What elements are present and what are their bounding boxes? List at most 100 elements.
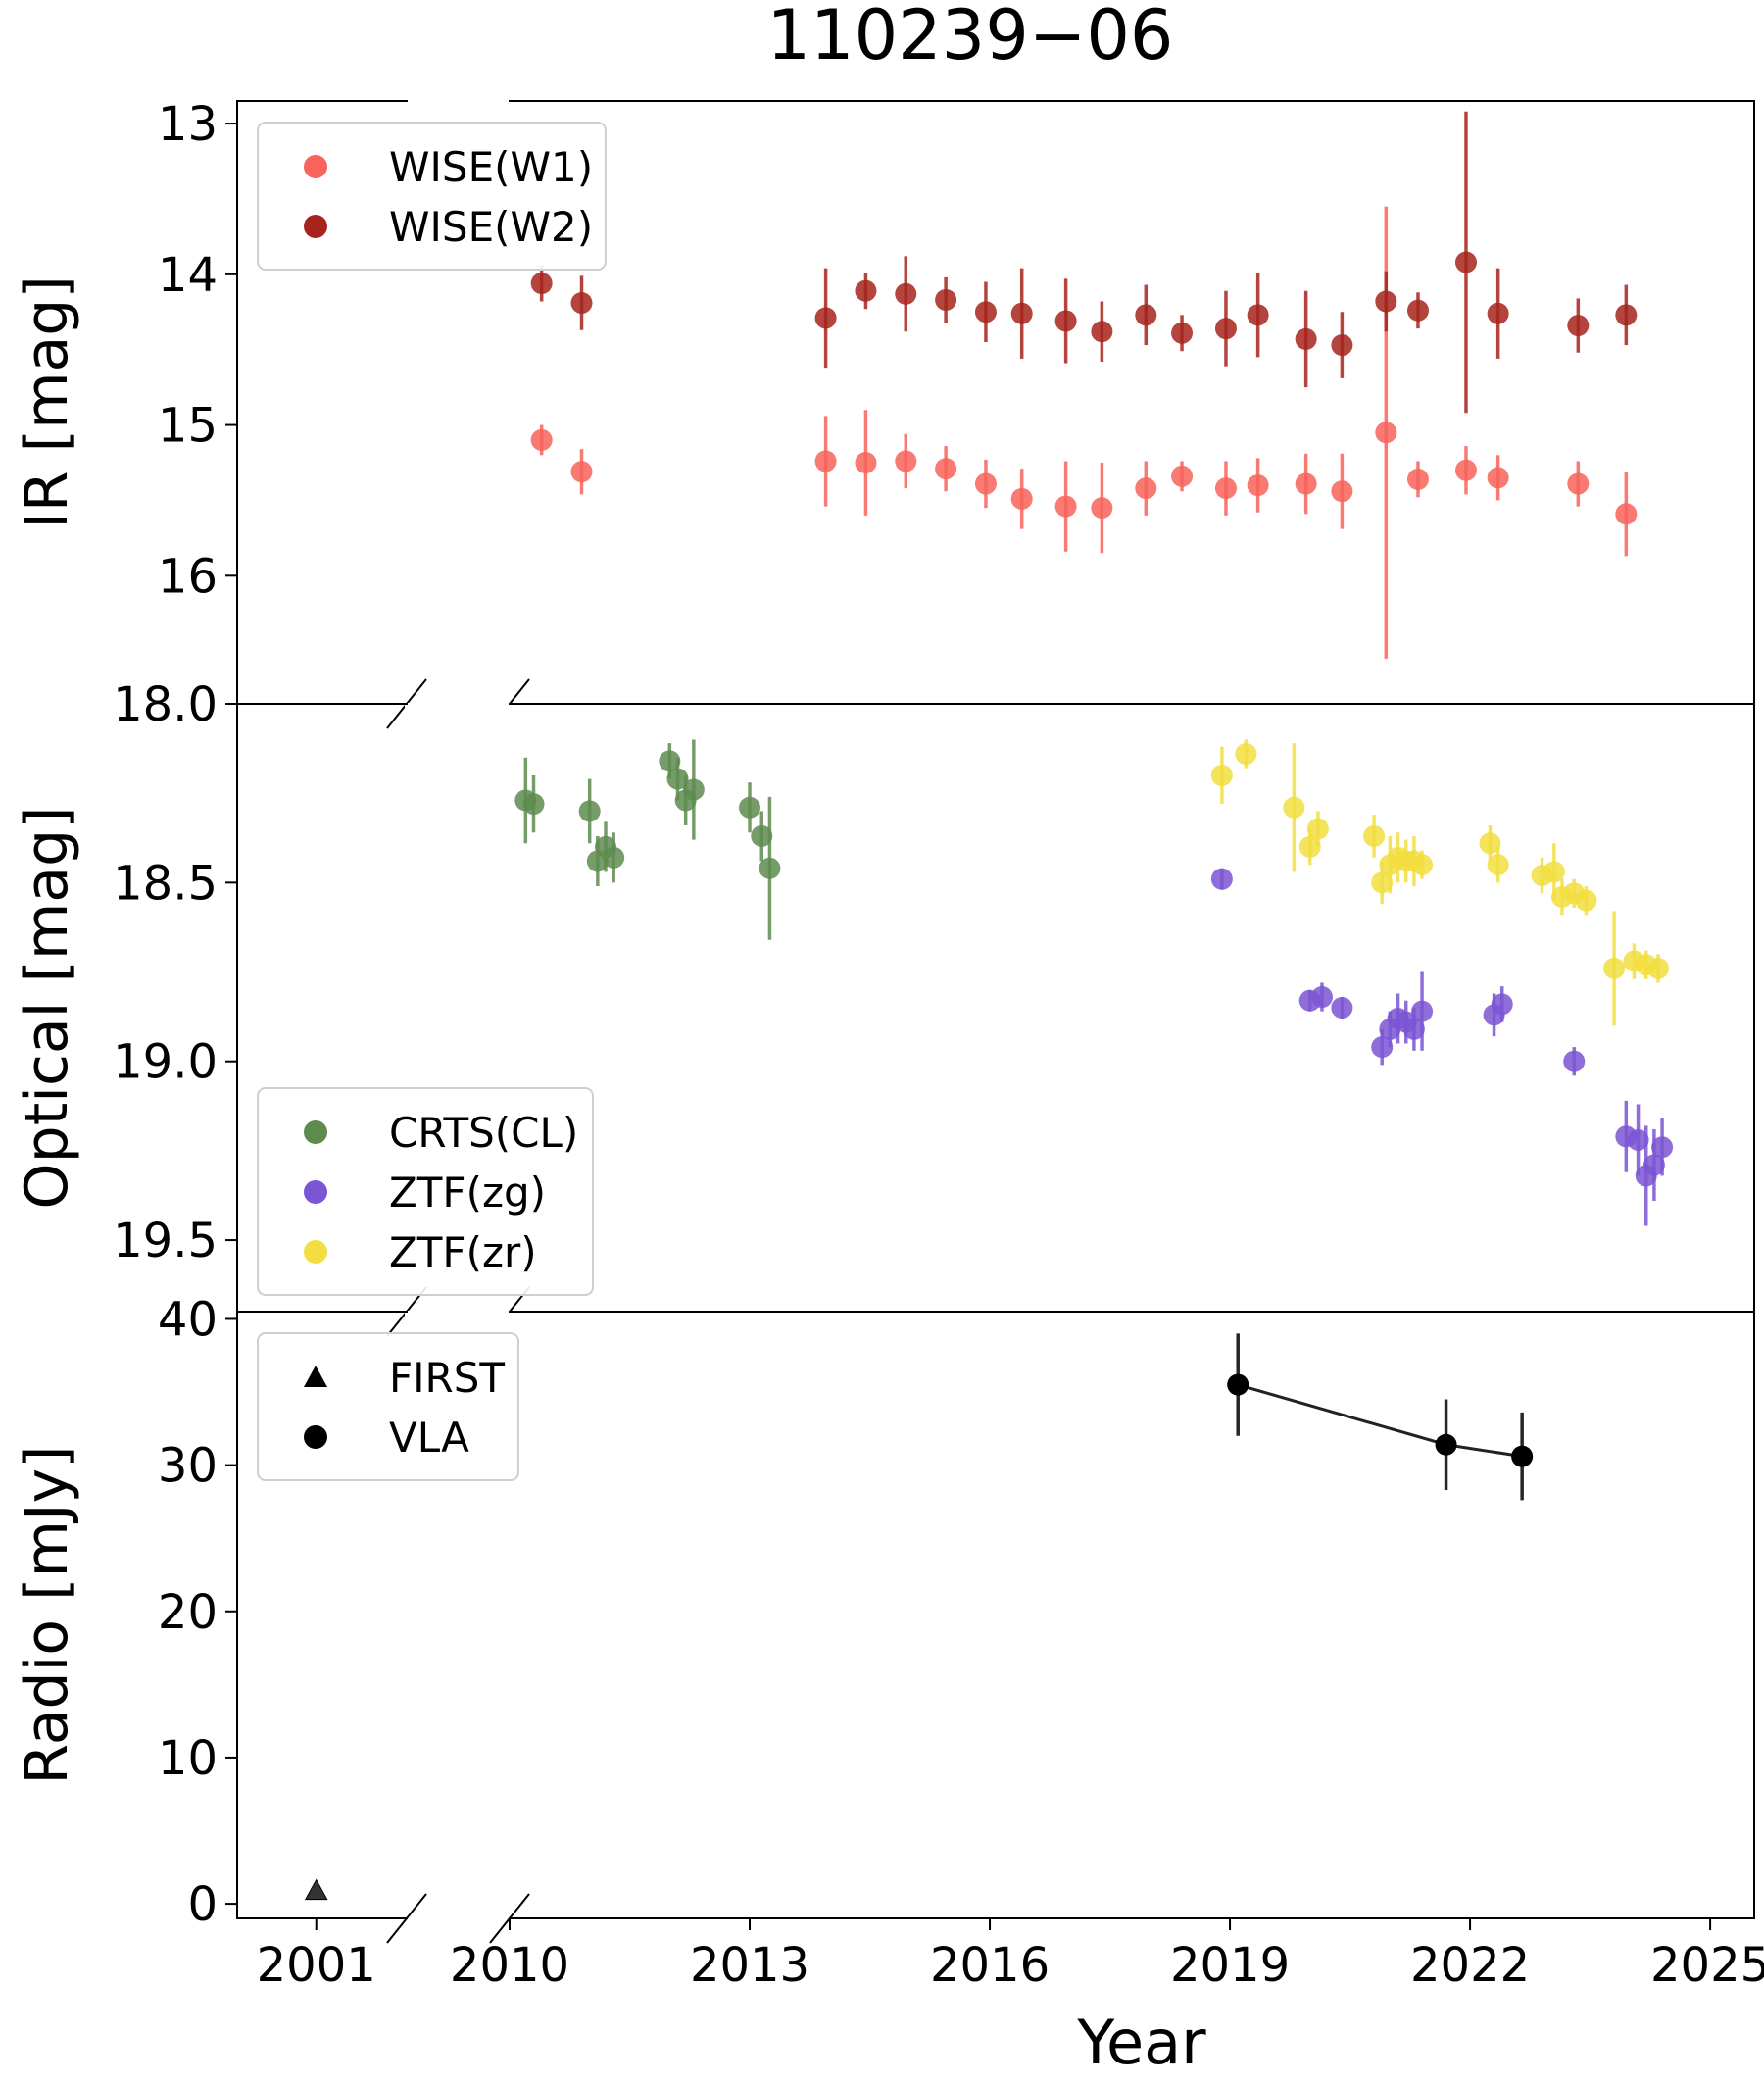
- x-tick-label: 2001: [257, 1938, 376, 1993]
- data-point: [1306, 818, 1329, 840]
- legend-label: ZTF(zr): [389, 1228, 537, 1276]
- data-point: [1615, 503, 1638, 525]
- data-point: [1331, 997, 1353, 1019]
- data-point: [1406, 468, 1429, 490]
- data-point: [659, 750, 681, 772]
- axes-frame-right: [509, 100, 1755, 705]
- y-tick-label: 14: [158, 248, 218, 303]
- y-tick-label: 40: [158, 1292, 218, 1347]
- data-point: [855, 279, 877, 302]
- data-point: [1363, 824, 1386, 847]
- data-point: [974, 472, 997, 495]
- legend-label: WISE(W2): [389, 203, 593, 251]
- legend-label: WISE(W1): [389, 143, 593, 191]
- data-point: [1487, 467, 1509, 489]
- data-point: [1247, 304, 1269, 326]
- series-ztf-zg-: [1210, 868, 1674, 1226]
- data-point: [974, 301, 997, 323]
- data-point: [1543, 861, 1565, 883]
- data-point: [1454, 251, 1477, 273]
- legend-marker: [304, 1366, 327, 1387]
- data-point: [1331, 334, 1353, 357]
- data-point: [1310, 986, 1333, 1009]
- series-first: [304, 1878, 328, 1901]
- data-point: [530, 273, 553, 295]
- data-point: [1615, 304, 1638, 326]
- series-vla: [1227, 1333, 1534, 1501]
- legend-marker: [304, 1425, 327, 1449]
- data-point: [666, 768, 689, 790]
- legend-marker: [304, 1180, 327, 1204]
- data-point: [759, 857, 781, 879]
- data-point: [1010, 487, 1033, 510]
- chart-title: 110239−06: [767, 0, 1174, 75]
- legend-optical: CRTS(CL) ZTF(zg) ZTF(zr): [257, 1087, 594, 1296]
- data-point: [1295, 327, 1317, 350]
- series-wise-w1-: [530, 206, 1638, 659]
- legend-marker: [304, 1120, 327, 1144]
- data-point: [1171, 322, 1194, 344]
- data-point: [855, 452, 877, 473]
- y-tick-label: 0: [187, 1877, 218, 1932]
- data-point: [1563, 1050, 1586, 1072]
- data-point: [1331, 480, 1353, 503]
- data-point: [895, 450, 917, 472]
- data-point: [1567, 472, 1590, 495]
- x-tick-label: 2013: [690, 1938, 809, 1993]
- data-point: [1214, 477, 1237, 500]
- data-point: [1227, 1373, 1250, 1396]
- x-tick-label: 2022: [1410, 1938, 1530, 1993]
- data-point: [1235, 743, 1257, 766]
- y-tick-label: 20: [158, 1585, 218, 1640]
- series-crts-cl-: [514, 739, 781, 940]
- legend-label: VLA: [389, 1414, 469, 1462]
- y-tick-label: 18.5: [113, 856, 218, 911]
- legend-ir: WISE(W1) WISE(W2): [257, 122, 607, 271]
- data-point: [1247, 474, 1269, 497]
- data-point: [1575, 889, 1597, 912]
- data-point: [1091, 321, 1113, 343]
- data-point: [1210, 868, 1233, 890]
- legend-marker: [304, 1240, 327, 1264]
- y-tick-label: 10: [158, 1731, 218, 1786]
- data-point: [739, 796, 761, 819]
- data-point: [1479, 832, 1501, 855]
- data-point: [1646, 957, 1669, 979]
- data-point: [935, 458, 957, 480]
- panel-optical: Optical [mag] 18.0 18.5 19.0 19.5 CRTS(CL) ZTF…: [13, 677, 1755, 1337]
- legend-marker: [304, 155, 327, 178]
- x-tick-label: 2019: [1170, 1938, 1290, 1993]
- y-tick-label: 16: [158, 549, 218, 604]
- data-point: [1454, 459, 1477, 481]
- series-wise-w2-: [530, 111, 1638, 414]
- data-point: [1171, 465, 1194, 487]
- data-point: [814, 307, 837, 329]
- data-point: [570, 461, 593, 483]
- x-tick-label: 2016: [930, 1938, 1050, 1993]
- data-point: [603, 846, 625, 869]
- data-point: [1135, 304, 1157, 326]
- legend-box: [257, 122, 607, 271]
- series-line: [1237, 1383, 1523, 1459]
- legend-label: ZTF(zg): [389, 1168, 546, 1217]
- legend-radio: FIRST VLA: [257, 1332, 519, 1481]
- y-tick-label: 19.0: [113, 1035, 218, 1090]
- y-axis-label-ir: IR [mag]: [13, 275, 81, 529]
- data-point: [1054, 495, 1077, 518]
- legend-marker: [304, 215, 327, 238]
- data-point: [1091, 497, 1113, 520]
- data-point: [1491, 993, 1513, 1016]
- data-point: [1371, 871, 1394, 894]
- data-point: [1402, 1018, 1425, 1040]
- data-point: [1435, 1433, 1457, 1456]
- y-tick-label: 18.0: [113, 677, 218, 732]
- data-point: [578, 800, 601, 822]
- data-point: [530, 428, 553, 451]
- data-point: [522, 793, 545, 816]
- data-point: [1487, 302, 1509, 324]
- y-tick-label: 13: [158, 97, 218, 152]
- y-tick-label: 19.5: [113, 1214, 218, 1268]
- data-point: [814, 450, 837, 472]
